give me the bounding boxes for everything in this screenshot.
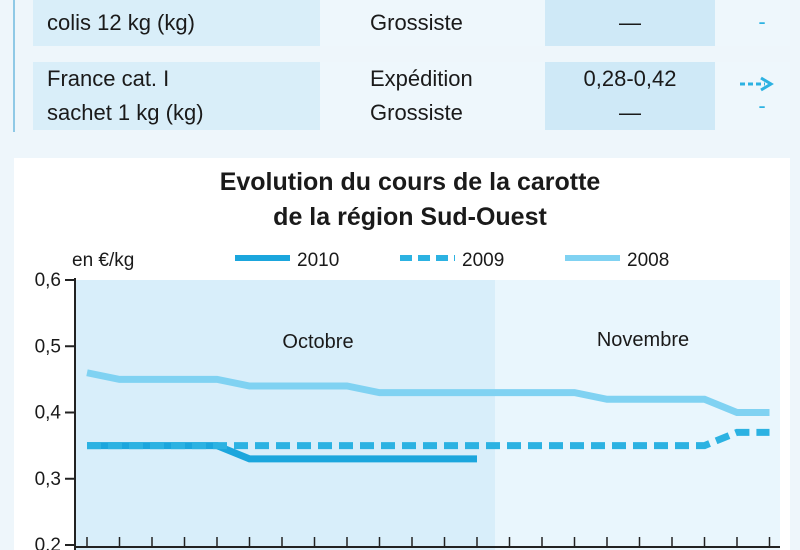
table-cell-bg	[715, 62, 790, 130]
table-cell: Expédition	[370, 66, 473, 91]
table-cell: France cat. I	[47, 66, 169, 91]
month-label: Novembre	[597, 329, 689, 351]
table-cell: Grossiste	[370, 10, 463, 35]
legend-label: 2008	[627, 250, 669, 271]
y-tick-label: 0,6	[35, 270, 61, 291]
table-cell-bg	[545, 62, 715, 130]
table-cell: sachet 1 kg (kg)	[47, 100, 204, 125]
october-band	[75, 280, 495, 550]
table-cell: colis 12 kg (kg)	[47, 10, 195, 35]
table-cell-bg	[320, 62, 545, 130]
table-cell: —	[619, 100, 641, 125]
y-axis-label: en €/kg	[72, 250, 134, 271]
table-cell: -	[758, 93, 765, 118]
chart-title: Evolution du cours de la carotte	[220, 168, 601, 196]
table-cell-bg	[715, 0, 790, 46]
table: colis 12 kg (kg) Grossiste — - France cat. I…	[33, 0, 790, 130]
y-tick-label: 0,3	[35, 469, 61, 490]
month-label: Octobre	[282, 331, 353, 353]
table-cell: -	[758, 9, 765, 34]
table-cell: 0,28-0,42	[584, 66, 677, 91]
table-cell: —	[619, 10, 641, 35]
y-tick-label: 0,5	[35, 336, 61, 357]
table-cell: Grossiste	[370, 100, 463, 125]
table-cell-bg	[545, 0, 715, 46]
trend-arrow	[740, 76, 774, 92]
y-tick-label: 0,2	[35, 535, 61, 550]
legend-label: 2010	[297, 250, 339, 271]
chart-title: de la région Sud-Ouest	[273, 203, 547, 231]
series-line	[86, 369, 770, 416]
table-cell-bg	[33, 62, 320, 130]
legend-label: 2009	[462, 250, 504, 271]
table-cell-bg	[33, 0, 320, 46]
november-band	[495, 280, 780, 550]
series-line	[87, 428, 770, 450]
y-tick-label: 0,4	[35, 403, 62, 424]
table-cell-bg	[320, 0, 545, 46]
